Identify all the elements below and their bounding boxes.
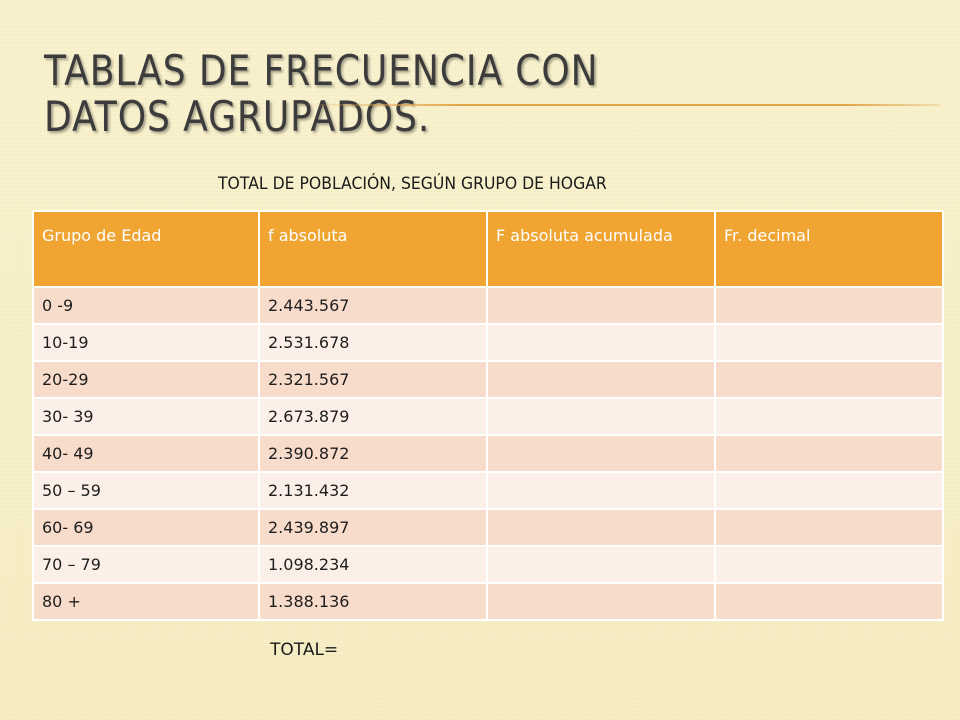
cell-fr-decimal	[714, 582, 944, 621]
table-row: 30- 39 2.673.879	[32, 397, 944, 436]
table-header-row: Grupo de Edad f absoluta F absoluta acum…	[32, 210, 944, 288]
cell-f-absoluta: 2.531.678	[258, 323, 488, 362]
cell-f-absoluta-acumulada	[486, 360, 716, 399]
cell-f-absoluta-acumulada	[486, 508, 716, 547]
table-row: 10-19 2.531.678	[32, 323, 944, 362]
cell-f-absoluta: 2.439.897	[258, 508, 488, 547]
cell-grupo-edad: 10-19	[32, 323, 260, 362]
cell-grupo-edad: 50 – 59	[32, 471, 260, 510]
header-fr-decimal: Fr. decimal	[714, 210, 944, 288]
cell-grupo-edad: 60- 69	[32, 508, 260, 547]
cell-grupo-edad: 40- 49	[32, 434, 260, 473]
cell-grupo-edad: 80 +	[32, 582, 260, 621]
cell-grupo-edad: 30- 39	[32, 397, 260, 436]
cell-fr-decimal	[714, 286, 944, 325]
cell-fr-decimal	[714, 545, 944, 584]
frequency-table: Grupo de Edad f absoluta F absoluta acum…	[32, 210, 944, 621]
cell-f-absoluta-acumulada	[486, 323, 716, 362]
cell-f-absoluta: 2.443.567	[258, 286, 488, 325]
cell-f-absoluta-acumulada	[486, 471, 716, 510]
cell-f-absoluta: 2.131.432	[258, 471, 488, 510]
table-row: 50 – 59 2.131.432	[32, 471, 944, 510]
cell-f-absoluta: 2.673.879	[258, 397, 488, 436]
cell-fr-decimal	[714, 471, 944, 510]
cell-fr-decimal	[714, 397, 944, 436]
total-label: TOTAL=	[270, 640, 339, 660]
table-row: 80 + 1.388.136	[32, 582, 944, 621]
table-row: 70 – 79 1.098.234	[32, 545, 944, 584]
header-f-absoluta: f absoluta	[258, 210, 488, 288]
cell-f-absoluta-acumulada	[486, 397, 716, 436]
table-row: 20-29 2.321.567	[32, 360, 944, 399]
cell-fr-decimal	[714, 508, 944, 547]
cell-f-absoluta: 2.321.567	[258, 360, 488, 399]
cell-f-absoluta-acumulada	[486, 434, 716, 473]
cell-f-absoluta: 1.388.136	[258, 582, 488, 621]
cell-f-absoluta-acumulada	[486, 582, 716, 621]
cell-grupo-edad: 20-29	[32, 360, 260, 399]
table-caption: TOTAL DE POBLACIÓN, SEGÚN GRUPO DE HOGAR	[218, 174, 607, 194]
cell-f-absoluta: 2.390.872	[258, 434, 488, 473]
cell-f-absoluta-acumulada	[486, 286, 716, 325]
header-grupo-edad: Grupo de Edad	[32, 210, 260, 288]
table-row: 60- 69 2.439.897	[32, 508, 944, 547]
header-f-absoluta-acumulada: F absoluta acumulada	[486, 210, 716, 288]
cell-grupo-edad: 0 -9	[32, 286, 260, 325]
cell-fr-decimal	[714, 360, 944, 399]
slide-title: Tablas de frecuencia con datos agrupados…	[44, 46, 599, 141]
table-row: 0 -9 2.443.567	[32, 286, 944, 325]
cell-f-absoluta-acumulada	[486, 545, 716, 584]
cell-f-absoluta: 1.098.234	[258, 545, 488, 584]
cell-fr-decimal	[714, 323, 944, 362]
table-row: 40- 49 2.390.872	[32, 434, 944, 473]
title-underline	[300, 104, 940, 106]
cell-grupo-edad: 70 – 79	[32, 545, 260, 584]
cell-fr-decimal	[714, 434, 944, 473]
